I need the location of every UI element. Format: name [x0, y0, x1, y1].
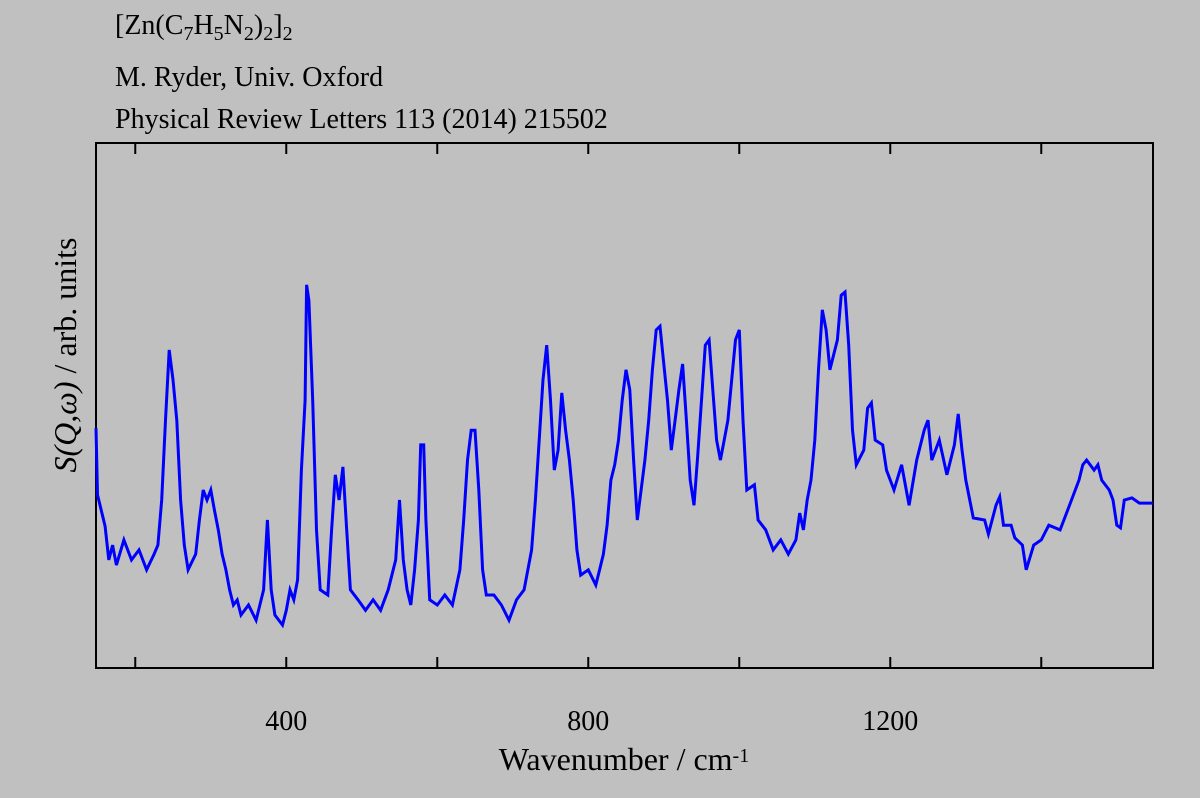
x-tick-label: 800	[567, 706, 609, 737]
x-axis-label: Wavenumber / cm-1	[499, 741, 749, 777]
chart-title: [Zn(C7H5N2)2]2	[115, 10, 293, 45]
plot-frame	[95, 142, 1154, 669]
x-tick-label: 400	[265, 706, 307, 737]
spectrum-line	[94, 284, 1153, 629]
x-tick-label: 1200	[862, 706, 918, 737]
chart-subtitle: Physical Review Letters 113 (2014) 21550…	[115, 104, 608, 135]
y-axis-label: S(Q,ω) / arb. units	[47, 238, 83, 473]
chart-subtitle: M. Ryder, Univ. Oxford	[115, 62, 383, 93]
